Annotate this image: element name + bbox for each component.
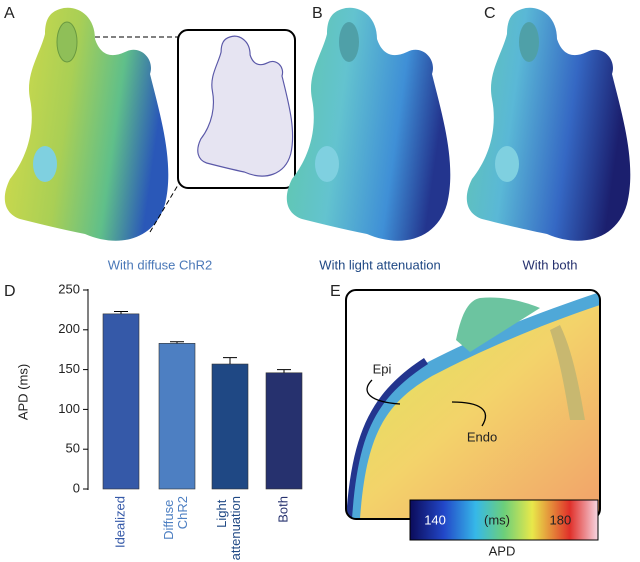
error-bar: [223, 357, 237, 365]
heart-model: [466, 7, 631, 241]
colorbar: [409, 499, 599, 541]
zoom-line: [149, 184, 179, 233]
y-tick-label: 0: [73, 480, 80, 495]
heart-model: [286, 7, 451, 241]
error-bar: [170, 341, 184, 344]
y-tick-label: 50: [66, 441, 80, 456]
bar: [211, 363, 249, 490]
annotation: Epi: [373, 361, 392, 376]
heart-model: [4, 7, 169, 241]
y-tick-label: 250: [58, 281, 80, 296]
y-tick-label: 100: [58, 401, 80, 416]
colorbar-title: APD: [489, 543, 516, 558]
x-tick-label: Idealized: [112, 496, 127, 548]
colorbar-tick-label: 180: [550, 512, 572, 527]
caption: With light attenuation: [319, 257, 440, 272]
x-tick-label: Both: [275, 496, 290, 523]
colorbar-unit: (ms): [484, 512, 510, 527]
x-tick-label: Diffuse ChR2: [161, 496, 190, 540]
annotation: Endo: [467, 429, 497, 444]
panel-label: C: [484, 5, 496, 22]
bar: [158, 343, 196, 490]
x-tick-label: Light attenuation: [214, 496, 243, 560]
error-bar: [277, 369, 291, 373]
colorbar-tick-label: 140: [424, 512, 446, 527]
y-tick-label: 200: [58, 321, 80, 336]
y-tick-label: 150: [58, 361, 80, 376]
bar-chart: 0 50 100 150 200 250 Idealized Diffuse ChR2 Ligh…: [58, 281, 303, 560]
panel-label: A: [4, 5, 15, 22]
bar: [102, 313, 140, 490]
panel-label: B: [312, 5, 323, 22]
y-axis-label: APD (ms): [15, 364, 30, 420]
panel-label: D: [4, 283, 16, 300]
arrow: [366, 379, 401, 405]
caption: With diffuse ChR2: [108, 257, 213, 272]
arrow: [451, 401, 487, 427]
caption: With both: [523, 257, 578, 272]
bar: [265, 372, 303, 490]
zoom-render: [346, 290, 600, 519]
panel-label: E: [330, 283, 341, 300]
error-bar: [114, 310, 128, 314]
